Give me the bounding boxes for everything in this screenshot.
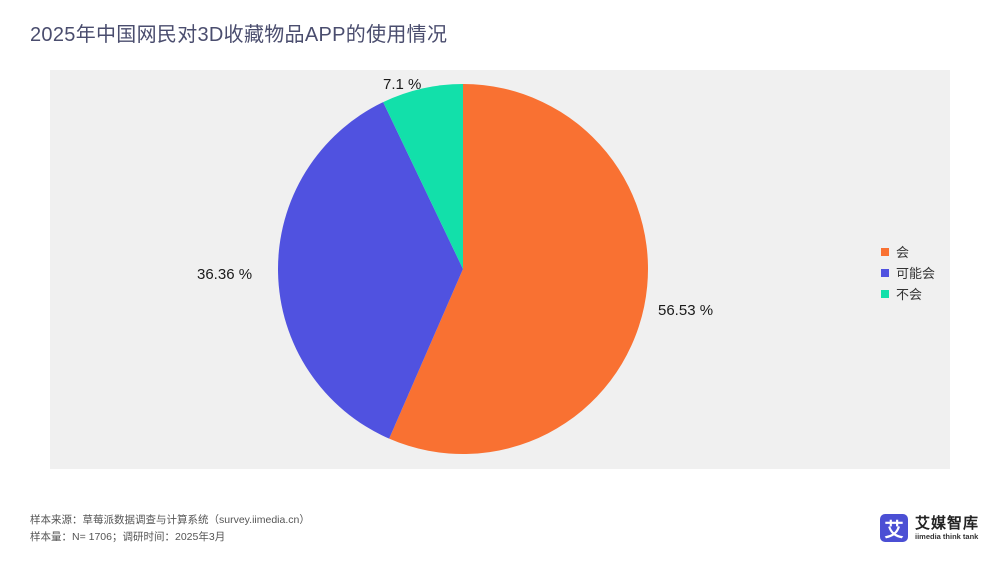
chart-title: 2025年中国网民对3D收藏物品APP的使用情况	[30, 24, 448, 46]
pie-chart	[278, 84, 649, 454]
logo-name-cn: 艾媒智库	[915, 514, 980, 532]
slice-hui[interactable]	[389, 84, 649, 454]
legend-swatch-buhui	[881, 289, 889, 298]
slice-keneng[interactable]	[278, 102, 463, 439]
legend-item-hui[interactable]: 会	[881, 241, 935, 262]
legend-item-buhui[interactable]: 不会	[881, 283, 935, 304]
legend-label: 可能会	[896, 266, 936, 281]
legend-item-keneng[interactable]: 可能会	[881, 262, 935, 283]
source-note: 样本来源：草莓派数据调查与计算系统（survey.iimedia.cn）	[30, 514, 310, 526]
logo-icon: 艾	[880, 514, 908, 542]
legend: 会 可能会 不会	[881, 241, 935, 304]
slice-label-keneng: 36.36 %	[197, 266, 253, 283]
brand-logo: 艾 艾媒智库 iimedia think tank	[880, 514, 979, 542]
sample-note: 样本量：N= 1706；调研时间：2025年3月	[30, 531, 226, 543]
slice-buhui[interactable]	[383, 84, 463, 269]
slice-label-buhui: 7.1 %	[383, 76, 422, 93]
legend-swatch-keneng	[881, 268, 889, 277]
footer-notes: 样本来源：草莓派数据调查与计算系统（survey.iimedia.cn） 样本量…	[30, 512, 310, 546]
legend-label: 不会	[896, 287, 923, 302]
legend-label: 会	[896, 245, 910, 260]
logo-name-en: iimedia think tank	[915, 531, 979, 541]
slice-label-hui: 56.53 %	[658, 302, 714, 319]
legend-swatch-hui	[881, 247, 889, 256]
plot-area: 56.53 % 36.36 % 7.1 %	[50, 70, 950, 469]
